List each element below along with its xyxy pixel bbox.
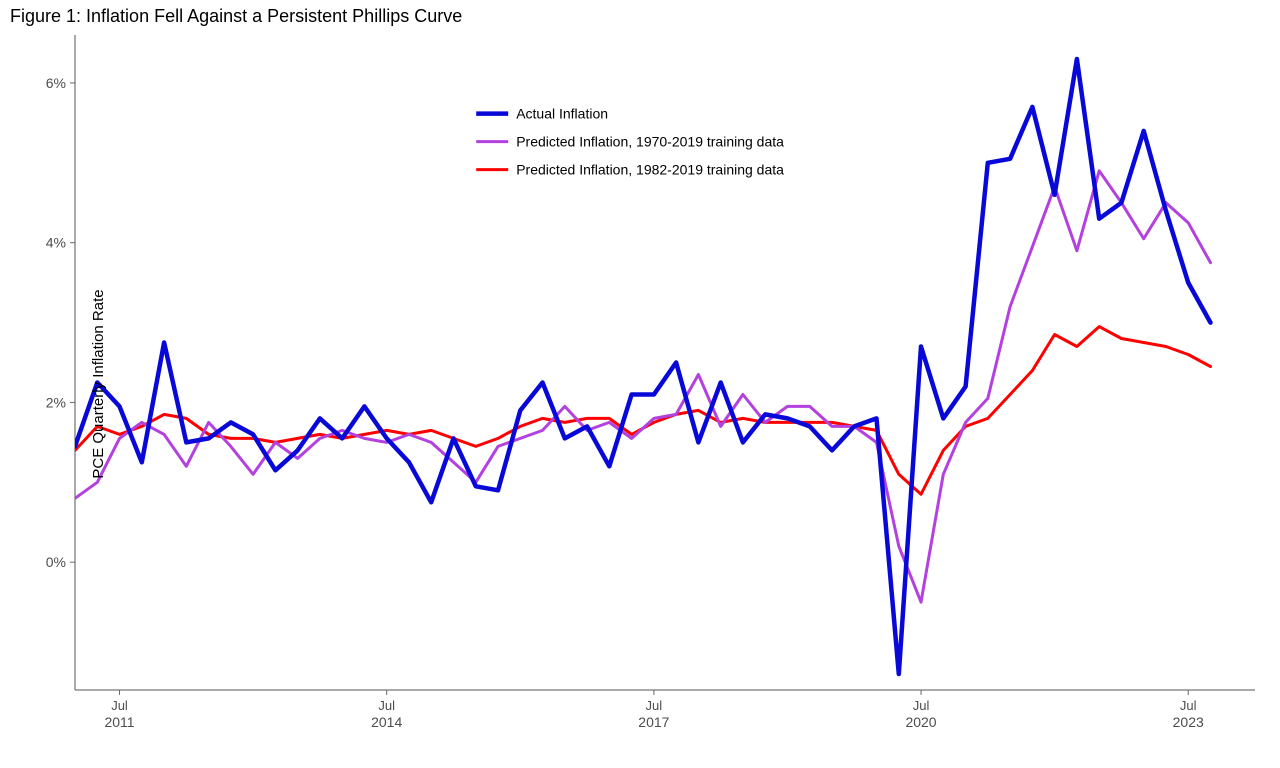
y-tick-label: 4% bbox=[46, 235, 66, 251]
x-tick-label-bottom: 2020 bbox=[905, 714, 936, 730]
y-tick-label: 0% bbox=[46, 554, 66, 570]
legend-label: Predicted Inflation, 1970-2019 training … bbox=[516, 134, 784, 150]
legend-label: Predicted Inflation, 1982-2019 training … bbox=[516, 162, 784, 178]
legend-label: Actual Inflation bbox=[516, 106, 608, 122]
y-tick-label: 2% bbox=[46, 394, 66, 410]
x-tick-label-top: Jul bbox=[1180, 698, 1197, 713]
x-tick-label-bottom: 2014 bbox=[371, 714, 402, 730]
legend: Actual Inflation Predicted Inflation, 197… bbox=[476, 106, 784, 178]
x-tick-label-top: Jul bbox=[646, 698, 663, 713]
series-actual bbox=[75, 59, 1211, 674]
x-tick-label-bottom: 2023 bbox=[1173, 714, 1204, 730]
x-tick-label-bottom: 2011 bbox=[104, 714, 134, 730]
x-tick-label-top: Jul bbox=[111, 698, 128, 713]
series-pred1970 bbox=[75, 171, 1211, 602]
chart-title: Figure 1: Inflation Fell Against a Persi… bbox=[10, 6, 462, 27]
x-tick-label-top: Jul bbox=[913, 698, 930, 713]
x-tick-label-bottom: 2017 bbox=[638, 714, 669, 730]
series-pred1982 bbox=[75, 327, 1211, 495]
x-tick-label-top: Jul bbox=[378, 698, 395, 713]
y-tick-label: 6% bbox=[46, 75, 66, 91]
line-chart: 0%2%4%6%Jul2011Jul2014Jul2017Jul2020Jul2… bbox=[0, 0, 1280, 768]
y-axis-label: PCE Quarterly Inflation Rate bbox=[90, 289, 107, 478]
